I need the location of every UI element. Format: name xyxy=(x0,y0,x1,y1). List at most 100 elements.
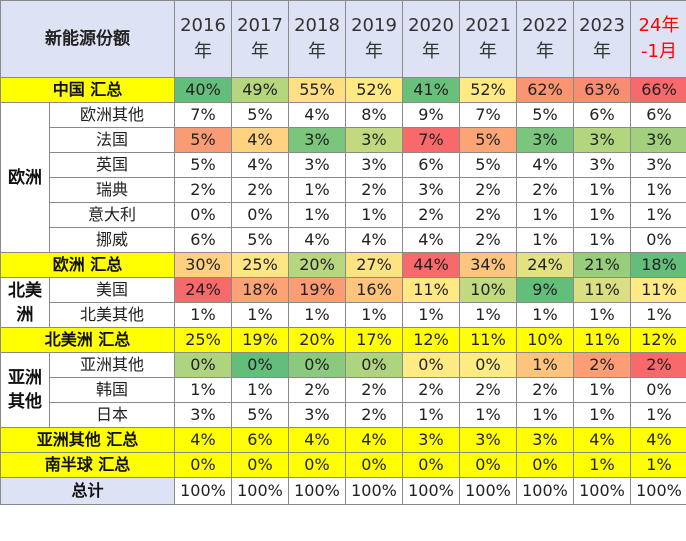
value-cell: 1% xyxy=(345,202,403,228)
value-cell: 3% xyxy=(174,402,232,428)
value-cell: 1% xyxy=(516,302,574,328)
value-cell: 55% xyxy=(288,77,346,103)
value-cell: 1% xyxy=(459,402,517,428)
value-cell: 100% xyxy=(459,477,517,505)
year-header: 2023 年 xyxy=(573,0,631,78)
summary-row: 北美洲 汇总 25% 19% 20% 17% 12% 11% 10% 11% 12% xyxy=(0,327,686,353)
value-cell: 0% xyxy=(402,452,460,478)
value-cell: 0% xyxy=(630,227,686,253)
row-label: 中国 汇总 xyxy=(0,77,175,103)
value-cell: 7% xyxy=(402,127,460,153)
value-cell: 1% xyxy=(402,302,460,328)
value-cell: 10% xyxy=(459,277,517,303)
value-cell: 100% xyxy=(231,477,289,505)
value-cell: 4% xyxy=(231,127,289,153)
table-row: 挪威 6% 5% 4% 4% 4% 2% 1% 1% 0% xyxy=(1,227,686,253)
value-cell: 0% xyxy=(231,452,289,478)
year-header: 2020 年 xyxy=(402,0,460,78)
value-cell: 18% xyxy=(231,277,289,303)
value-cell: 1% xyxy=(630,302,686,328)
value-cell: 2% xyxy=(402,202,460,228)
year-header-latest: 24年 -1月 xyxy=(630,0,686,78)
value-cell: 19% xyxy=(288,277,346,303)
new-energy-share-table: 新能源份额 2016 年 2017 年 2018 年 2019 年 2020 年 2021… xyxy=(0,0,686,505)
value-cell: 1% xyxy=(288,177,346,203)
value-cell: 3% xyxy=(573,127,631,153)
value-cell: 16% xyxy=(345,277,403,303)
value-cell: 3% xyxy=(402,427,460,453)
value-cell: 5% xyxy=(516,102,574,128)
value-cell: 2% xyxy=(231,177,289,203)
value-cell: 7% xyxy=(459,102,517,128)
summary-row: 欧洲 汇总 30% 25% 20% 27% 44% 34% 24% 21% 18% xyxy=(0,252,686,278)
value-cell: 5% xyxy=(231,402,289,428)
row-label: 韩国 xyxy=(49,377,175,403)
value-cell: 34% xyxy=(459,252,517,278)
region-asia-other: 亚洲 其他 xyxy=(0,352,50,428)
value-cell: 4% xyxy=(174,427,232,453)
value-cell: 6% xyxy=(174,227,232,253)
value-cell: 5% xyxy=(174,152,232,178)
value-cell: 3% xyxy=(288,402,346,428)
value-cell: 3% xyxy=(459,427,517,453)
value-cell: 2% xyxy=(345,377,403,403)
value-cell: 1% xyxy=(630,202,686,228)
value-cell: 11% xyxy=(573,327,631,353)
value-cell: 1% xyxy=(573,227,631,253)
value-cell: 0% xyxy=(174,202,232,228)
value-cell: 6% xyxy=(573,102,631,128)
value-cell: 11% xyxy=(402,277,460,303)
value-cell: 25% xyxy=(231,252,289,278)
value-cell: 44% xyxy=(402,252,460,278)
row-label: 南半球 汇总 xyxy=(0,452,175,478)
row-label: 欧洲其他 xyxy=(49,102,175,128)
value-cell: 1% xyxy=(402,402,460,428)
value-cell: 1% xyxy=(231,377,289,403)
value-cell: 4% xyxy=(573,427,631,453)
value-cell: 3% xyxy=(345,127,403,153)
value-cell: 2% xyxy=(630,352,686,378)
row-label: 总计 xyxy=(0,477,175,505)
value-cell: 100% xyxy=(174,477,232,505)
value-cell: 4% xyxy=(288,102,346,128)
value-cell: 0% xyxy=(345,352,403,378)
value-cell: 3% xyxy=(288,152,346,178)
row-label: 日本 xyxy=(49,402,175,428)
value-cell: 0% xyxy=(459,452,517,478)
value-cell: 4% xyxy=(288,227,346,253)
row-label: 英国 xyxy=(49,152,175,178)
value-cell: 2% xyxy=(573,352,631,378)
value-cell: 0% xyxy=(174,452,232,478)
table-row: 亚洲 其他 亚洲其他 0% 0% 0% 0% 0% 0% 1% 2% 2% xyxy=(0,352,686,428)
value-cell: 0% xyxy=(402,352,460,378)
table-body: 新能源份额 2016 年 2017 年 2018 年 2019 年 2020 年 2021… xyxy=(0,0,686,505)
value-cell: 20% xyxy=(288,252,346,278)
year-header: 2018 年 xyxy=(288,0,346,78)
region-europe: 欧洲 xyxy=(0,102,50,253)
value-cell: 3% xyxy=(402,177,460,203)
value-cell: 62% xyxy=(516,77,574,103)
value-cell: 2% xyxy=(459,177,517,203)
year-header: 2021 年 xyxy=(459,0,517,78)
value-cell: 2% xyxy=(402,377,460,403)
value-cell: 0% xyxy=(516,452,574,478)
value-cell: 100% xyxy=(345,477,403,505)
table-row: 日本 3% 5% 3% 2% 1% 1% 1% 1% 1% xyxy=(1,402,686,428)
value-cell: 49% xyxy=(231,77,289,103)
value-cell: 4% xyxy=(630,427,686,453)
row-label: 美国 xyxy=(49,277,175,303)
value-cell: 1% xyxy=(459,302,517,328)
value-cell: 0% xyxy=(630,377,686,403)
table-title: 新能源份额 xyxy=(0,0,175,78)
value-cell: 11% xyxy=(573,277,631,303)
summary-row: 亚洲其他 汇总 4% 6% 4% 4% 3% 3% 3% 4% 4% xyxy=(0,427,686,453)
value-cell: 1% xyxy=(516,202,574,228)
value-cell: 12% xyxy=(402,327,460,353)
value-cell: 17% xyxy=(345,327,403,353)
value-cell: 4% xyxy=(516,152,574,178)
value-cell: 1% xyxy=(573,377,631,403)
value-cell: 1% xyxy=(288,302,346,328)
value-cell: 11% xyxy=(459,327,517,353)
year-header: 2017 年 xyxy=(231,0,289,78)
value-cell: 3% xyxy=(516,127,574,153)
